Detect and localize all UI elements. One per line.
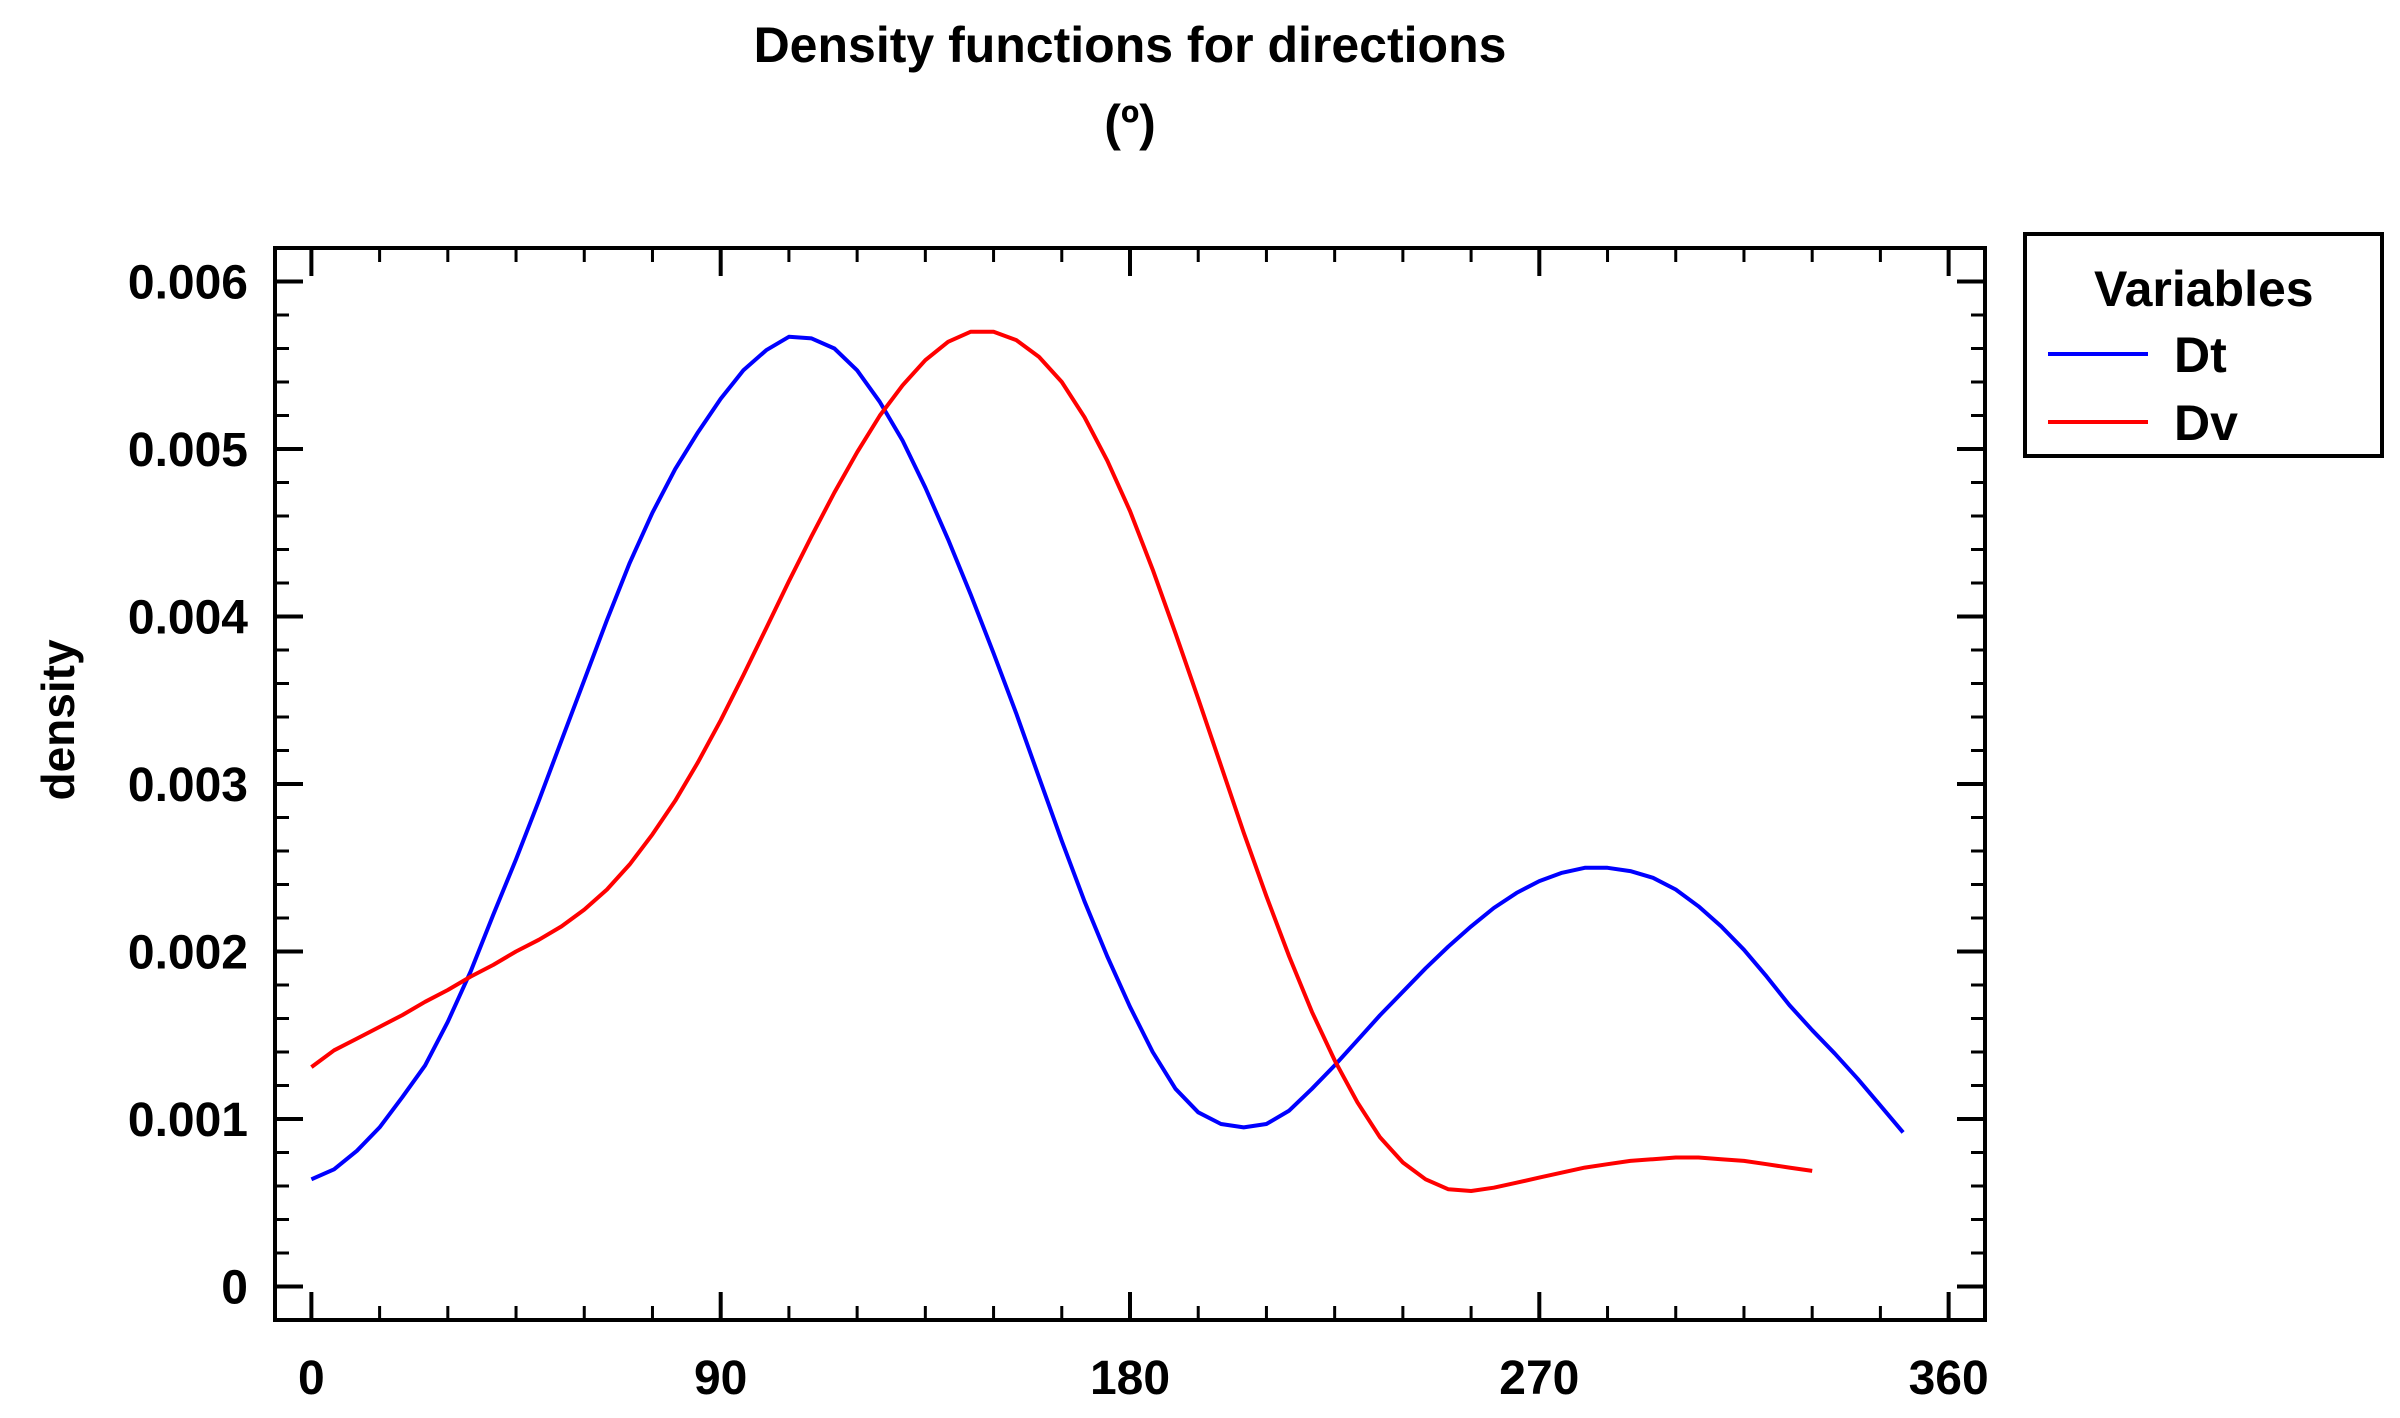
chart-title: Density functions for directions bbox=[754, 17, 1507, 73]
y-axis-label: density bbox=[32, 639, 84, 800]
legend-label-dv: Dv bbox=[2174, 395, 2238, 451]
series-line-dt bbox=[310, 334, 1905, 1182]
legend: Variables Dt Dv bbox=[2023, 232, 2384, 458]
series-lines bbox=[310, 329, 1905, 1193]
y-tick-label: 0.006 bbox=[128, 257, 248, 310]
y-tick-label: 0.005 bbox=[128, 424, 248, 477]
y-tick-label: 0.002 bbox=[128, 927, 248, 980]
x-tick-label: 90 bbox=[694, 1352, 747, 1405]
legend-title: Variables bbox=[2094, 261, 2314, 317]
x-tick-label: 0 bbox=[298, 1352, 325, 1405]
legend-box bbox=[2023, 232, 2384, 458]
y-tick-label: 0.001 bbox=[128, 1094, 248, 1147]
y-tick-label: 0 bbox=[221, 1262, 248, 1315]
chart-subtitle: (º) bbox=[1104, 95, 1156, 151]
series-line-dv bbox=[310, 329, 1813, 1193]
legend-label-dt: Dt bbox=[2174, 327, 2227, 383]
x-tick-label: 180 bbox=[1090, 1352, 1170, 1405]
x-tick-labels: 0 90 180 270 360 bbox=[298, 1352, 1989, 1405]
axis-ticks bbox=[275, 248, 1985, 1320]
y-tick-label: 0.003 bbox=[128, 759, 248, 812]
x-tick-label: 360 bbox=[1909, 1352, 1989, 1405]
x-tick-label: 270 bbox=[1499, 1352, 1579, 1405]
y-tick-label: 0.004 bbox=[128, 592, 248, 645]
y-tick-labels: 0 0.001 0.002 0.003 0.004 0.005 0.006 bbox=[128, 257, 248, 1315]
